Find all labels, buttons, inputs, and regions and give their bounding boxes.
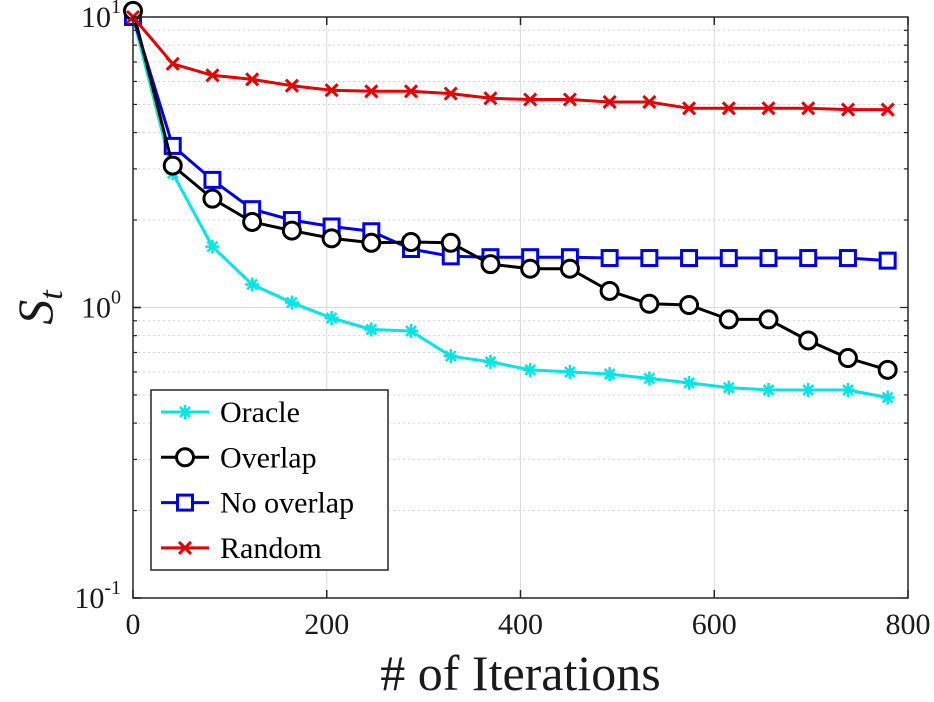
data-point [798, 330, 819, 351]
series-oracle [126, 10, 895, 405]
legend-item: No overlap [161, 487, 354, 520]
data-point [321, 228, 342, 249]
series-layer [123, 0, 898, 405]
legend-item: Overlap [161, 441, 317, 474]
data-point [203, 170, 222, 189]
axis-ticks: 0 200 400 600 800 10-1 100 101 [74, 0, 930, 641]
y-axis-label-sub: t [33, 289, 70, 300]
data-point [838, 249, 857, 268]
data-point [361, 232, 382, 253]
legend-label: No overlap [220, 487, 354, 520]
data-point [480, 254, 501, 275]
data-point [562, 92, 577, 107]
data-point [761, 101, 776, 116]
data-point [602, 367, 617, 382]
data-point [877, 359, 898, 380]
data-point [440, 232, 461, 253]
data-point [642, 94, 657, 110]
data-point [443, 349, 458, 364]
data-point [404, 324, 419, 339]
x-tick-label: 0 [126, 608, 141, 641]
data-point [801, 101, 816, 116]
data-point [642, 371, 657, 386]
series-no-overlap [124, 8, 897, 270]
x-tick-label: 400 [498, 608, 543, 641]
data-point [682, 375, 697, 390]
data-point [600, 249, 619, 268]
data-point [443, 86, 458, 101]
legend-label: Random [220, 532, 322, 565]
legend-box [150, 389, 389, 571]
data-point [680, 249, 699, 268]
data-point [403, 84, 419, 99]
data-point [284, 78, 299, 93]
data-point [758, 309, 779, 330]
data-point [719, 249, 738, 268]
series-overlap [123, 0, 898, 380]
data-point [162, 155, 183, 176]
data-point [205, 239, 220, 254]
data-point [483, 354, 498, 369]
data-point [721, 380, 736, 395]
data-point [639, 293, 660, 314]
data-point [178, 405, 192, 419]
data-point [523, 92, 538, 107]
data-point [878, 251, 897, 270]
data-point [759, 249, 778, 268]
legend-label: Overlap [220, 441, 317, 474]
data-point [840, 102, 855, 117]
data-point [682, 101, 697, 116]
data-point [245, 72, 260, 87]
x-tick-label: 200 [304, 608, 349, 641]
data-point [721, 101, 736, 116]
data-point [880, 102, 895, 117]
data-point [177, 540, 193, 555]
data-point [202, 188, 223, 209]
data-point [679, 295, 700, 316]
data-point [401, 232, 422, 253]
data-point [242, 211, 263, 232]
data-point [324, 83, 339, 98]
y-axis-label: St [7, 289, 70, 325]
data-point [324, 311, 339, 326]
data-point [523, 362, 538, 377]
data-point [602, 94, 617, 110]
data-point [364, 84, 379, 99]
data-point [520, 258, 541, 279]
y-axis-label-main: S [7, 300, 63, 325]
data-point [761, 383, 776, 398]
legend: Oracle Overlap No overlap Random [150, 389, 389, 571]
legend-item: Random [161, 532, 322, 565]
data-point [718, 309, 739, 330]
data-point [599, 280, 620, 301]
data-point [562, 364, 577, 379]
y-tick-label: 10-1 [74, 577, 121, 615]
y-tick-label: 101 [81, 0, 121, 34]
data-point [799, 249, 818, 268]
legend-item: Oracle [161, 396, 300, 429]
data-point [281, 220, 302, 241]
x-axis-label: # of Iterations [380, 645, 660, 701]
data-point [205, 68, 220, 83]
data-point [175, 447, 195, 468]
y-tick-label: 100 [81, 287, 121, 325]
data-point [801, 383, 816, 398]
data-point [640, 249, 659, 268]
data-point [837, 348, 858, 369]
data-point [559, 258, 580, 279]
data-point [176, 493, 194, 512]
legend-label: Oracle [220, 396, 300, 429]
data-point [364, 322, 379, 337]
x-tick-label: 600 [692, 608, 737, 641]
data-point [245, 277, 260, 292]
data-point [840, 383, 855, 398]
data-point [284, 295, 299, 310]
data-point [880, 390, 895, 405]
data-point [165, 56, 180, 71]
data-point [483, 91, 498, 106]
series-line [131, 16, 888, 112]
series-random [125, 9, 895, 117]
x-tick-label: 800 [886, 608, 931, 641]
